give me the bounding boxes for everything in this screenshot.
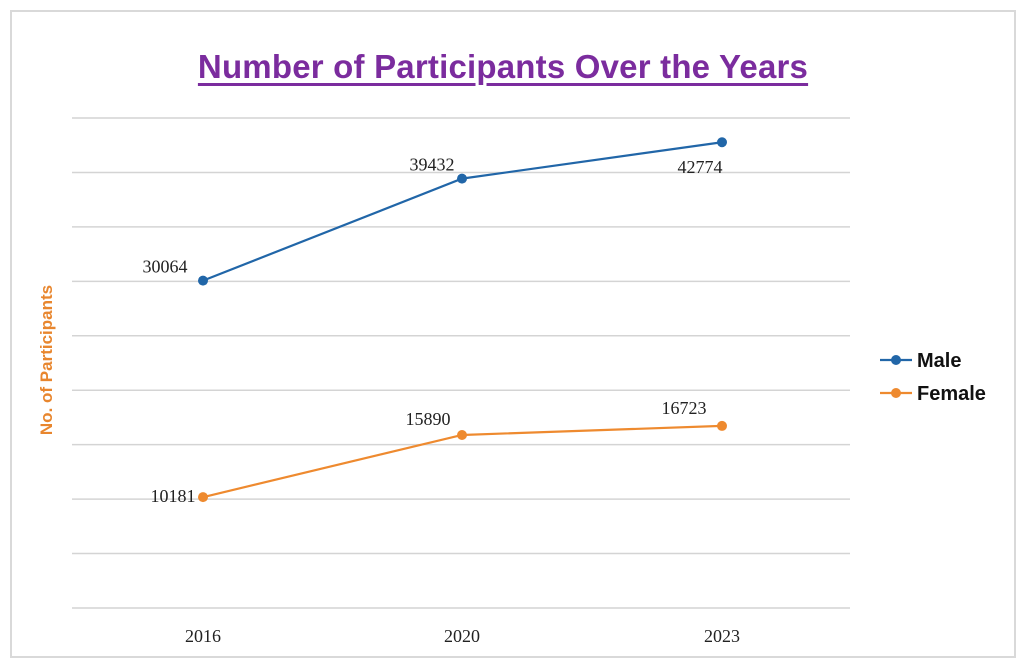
data-point-female [457, 429, 467, 440]
series-line-male [202, 141, 723, 282]
data-point-male [457, 173, 467, 184]
data-label: 10181 [151, 486, 196, 506]
data-point-female [198, 492, 208, 503]
legend: Male Female [880, 350, 986, 405]
gridlines [72, 117, 850, 609]
x-tick-label: 2023 [704, 626, 740, 646]
series-layer [198, 137, 727, 503]
data-point-male [717, 137, 727, 148]
data-label: 39432 [410, 155, 455, 175]
legend-marker [891, 388, 901, 398]
data-label: 15890 [406, 409, 451, 429]
legend-marker [891, 355, 901, 365]
legend-label: Male [917, 350, 961, 372]
data-label: 42774 [678, 157, 723, 177]
chart-title: Number of Participants Over the Years [197, 48, 809, 85]
legend-label: Female [917, 383, 986, 405]
data-point-female [717, 420, 727, 431]
x-tick-label: 2016 [185, 626, 221, 646]
data-point-male [198, 275, 208, 286]
x-tick-labels: 2016 2020 2023 [185, 626, 740, 646]
y-axis-label: No. of Participants [37, 285, 56, 435]
data-label: 30064 [143, 257, 188, 277]
data-labels: 30064 39432 42774 10181 15890 16723 [143, 155, 723, 507]
data-label: 16723 [662, 398, 707, 418]
x-tick-label: 2020 [444, 626, 480, 646]
